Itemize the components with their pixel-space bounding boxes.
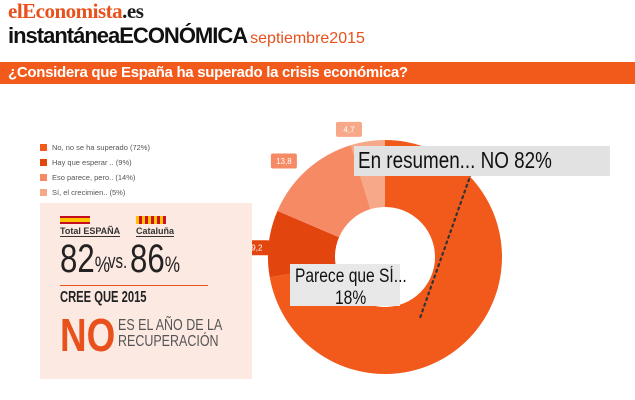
vs-text: vs. xyxy=(108,251,128,273)
legend-swatch xyxy=(40,143,47,151)
cree-text: CREE QUE 2015 xyxy=(60,289,147,306)
year-line-2: RECUPERACIÓN xyxy=(118,333,219,350)
legend-item: No, no se ha superado (72%) xyxy=(40,140,150,154)
legend-label: No, no se ha superado (72%) xyxy=(52,142,150,152)
svg-text:9,2: 9,2 xyxy=(251,244,263,253)
summary-si-line2: 18% xyxy=(335,288,367,309)
legend-item: Eso parece, pero.. (14%) xyxy=(40,170,150,184)
value-catalonia: 86% xyxy=(130,237,180,281)
label-spain: Total ESPAÑA xyxy=(60,226,121,237)
no-text: NO xyxy=(60,309,116,361)
donut-slice xyxy=(269,140,503,374)
svg-text:4,7: 4,7 xyxy=(343,125,355,134)
legend-swatch xyxy=(40,158,47,166)
section-date: septiembre2015 xyxy=(250,30,365,47)
value-spain: 82% xyxy=(60,237,110,281)
svg-text:13,8: 13,8 xyxy=(276,157,292,166)
summary-si-box: Parece que SÍ... 18% xyxy=(290,264,407,309)
donut-slice xyxy=(277,145,371,238)
legend-swatch xyxy=(40,173,47,181)
year-line-1: ES EL AÑO DE LA xyxy=(118,317,223,334)
legend-label: Eso parece, pero.. (14%) xyxy=(52,172,136,182)
spain-flag-icon xyxy=(60,216,90,224)
legend-item: Sí, el crecimien.. (5%) xyxy=(40,185,150,199)
label-catalonia: Cataluña xyxy=(136,226,175,237)
section-name: instantáneaECONÓMICA xyxy=(8,23,248,48)
data-label: 13,8 xyxy=(270,153,297,169)
question-text: ¿Considera que España ha superado la cri… xyxy=(8,64,408,81)
divider xyxy=(60,285,208,286)
catalonia-flag-icon xyxy=(136,216,166,224)
connector-no xyxy=(418,166,475,320)
summary-panel: Total ESPAÑA Cataluña 82% vs. 86% CREE Q… xyxy=(40,203,252,379)
summary-si-line1: Parece que SÍ... xyxy=(295,266,407,287)
donut-slice xyxy=(268,210,340,278)
chart-legend: No, no se ha superado (72%) Hay que esper… xyxy=(40,140,150,200)
legend-swatch xyxy=(40,188,47,196)
question-bar: ¿Considera que España ha superado la cri… xyxy=(0,62,635,84)
legend-item: Hay que esperar .. (9%) xyxy=(40,155,150,169)
section-title: instantáneaECONÓMICA septiembre2015 xyxy=(8,23,365,52)
legend-label: Sí, el crecimien.. (5%) xyxy=(52,187,126,197)
legend-label: Hay que esperar .. (9%) xyxy=(52,157,132,167)
data-label: 4,7 xyxy=(335,121,362,137)
summary-no-text: En resumen... NO 82% xyxy=(358,147,552,173)
brand-logo: elEconomista.es xyxy=(8,0,144,23)
summary-no-box: En resumen... NO 82% xyxy=(354,146,610,176)
